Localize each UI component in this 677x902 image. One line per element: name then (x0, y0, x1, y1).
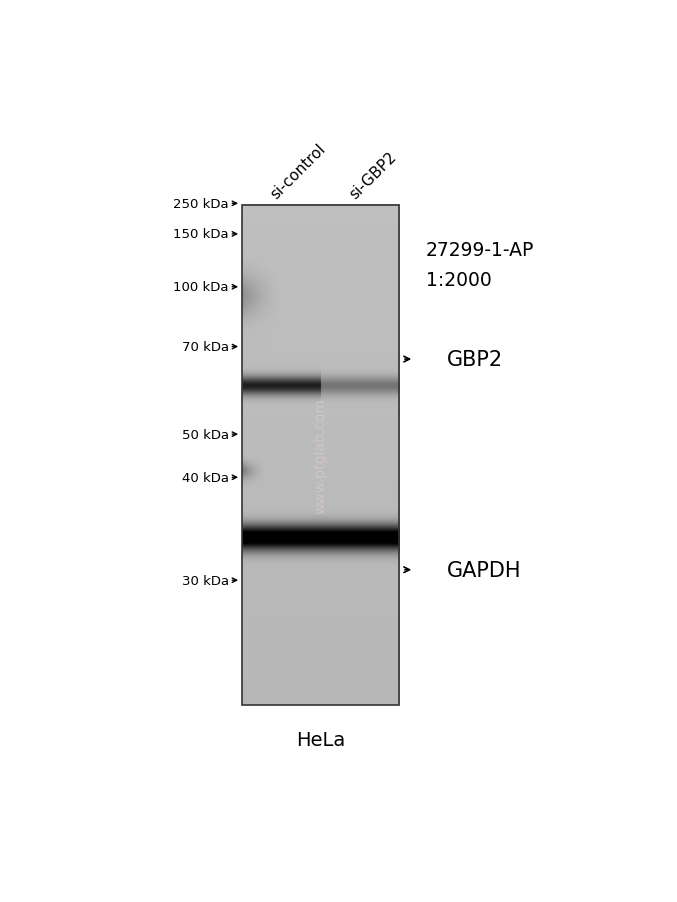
Text: 50 kDa: 50 kDa (182, 428, 229, 441)
Text: 100 kDa: 100 kDa (173, 281, 229, 294)
Text: si-control: si-control (268, 142, 329, 202)
Text: GAPDH: GAPDH (447, 560, 521, 580)
Text: 70 kDa: 70 kDa (182, 341, 229, 354)
Text: www.ptglab.com: www.ptglab.com (313, 398, 328, 513)
Bar (242, 206, 399, 705)
Text: 1:2000: 1:2000 (426, 271, 492, 290)
Text: HeLa: HeLa (296, 730, 345, 749)
Text: 40 kDa: 40 kDa (182, 471, 229, 484)
Text: si-GBP2: si-GBP2 (347, 150, 399, 202)
Text: 150 kDa: 150 kDa (173, 228, 229, 241)
Text: 27299-1-AP: 27299-1-AP (426, 241, 534, 260)
Text: 250 kDa: 250 kDa (173, 198, 229, 210)
Text: 30 kDa: 30 kDa (182, 574, 229, 587)
Text: GBP2: GBP2 (447, 350, 503, 370)
